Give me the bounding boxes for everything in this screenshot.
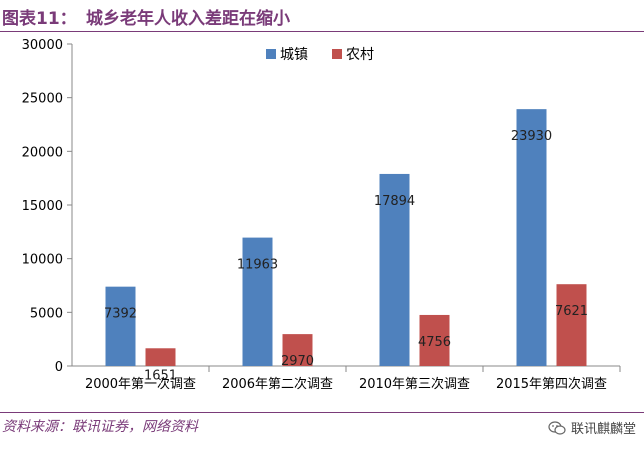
title-bar	[0, 0, 644, 32]
x-tick-label: 2010年第三次调查	[359, 376, 470, 392]
x-tick-label: 2015年第四次调查	[496, 376, 607, 392]
bar	[105, 286, 136, 366]
y-tick-label: 15000	[22, 199, 63, 214]
data-label: 1651	[144, 368, 177, 383]
figure-label: 图表11：	[2, 9, 77, 29]
legend-swatch	[332, 49, 342, 59]
legend-label: 农村	[346, 47, 374, 63]
y-tick-label: 0	[55, 360, 63, 375]
y-tick-label: 20000	[22, 145, 63, 160]
bar-chart: 0500010000150002000025000300007392165120…	[22, 38, 621, 392]
bar	[516, 109, 547, 366]
data-label: 2970	[281, 354, 314, 369]
figure-title: 城乡老年人收入差距在缩小	[86, 9, 290, 29]
bar	[379, 173, 410, 366]
data-label: 7392	[104, 307, 137, 322]
source-note: 资料来源：联讯证券，网络资料	[2, 419, 198, 435]
data-label: 23930	[511, 129, 552, 144]
watermark: 联讯麒麟堂	[548, 418, 636, 437]
y-tick-label: 10000	[22, 253, 63, 268]
bar	[242, 237, 273, 366]
legend-label: 城镇	[280, 47, 308, 63]
data-label: 4756	[418, 335, 451, 350]
bar	[556, 284, 587, 366]
y-tick-label: 30000	[22, 38, 63, 53]
data-label: 17894	[374, 194, 415, 209]
data-label: 11963	[237, 258, 278, 273]
x-tick-label: 2000年第一次调查	[85, 376, 196, 392]
source-divider	[0, 412, 644, 413]
legend-swatch	[266, 49, 276, 59]
data-label: 7621	[555, 304, 588, 319]
x-tick-label: 2006年第二次调查	[222, 376, 333, 392]
bar	[145, 348, 176, 366]
bar	[419, 314, 450, 366]
y-tick-label: 5000	[30, 306, 63, 321]
bar	[282, 334, 313, 366]
wechat-icon	[548, 420, 566, 435]
watermark-text: 联讯麒麟堂	[570, 422, 636, 437]
y-tick-label: 25000	[22, 92, 63, 107]
